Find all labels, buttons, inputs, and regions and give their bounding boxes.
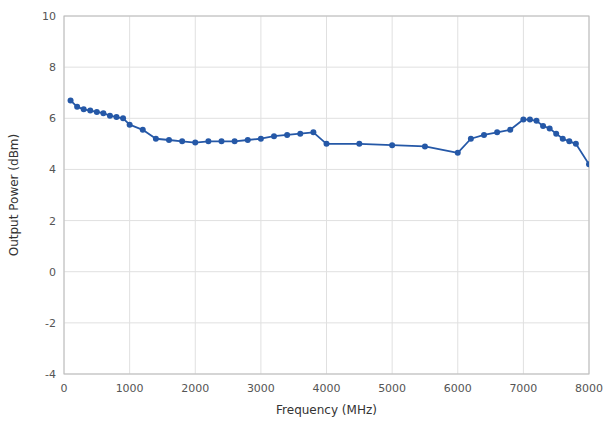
y-tick-label: 6 — [49, 112, 56, 125]
chart-container: 0 1000 2000 3000 4000 5000 6000 7000 8000 -4 -2 0 2 4… — [0, 0, 609, 426]
chart-svg: 0 1000 2000 3000 4000 5000 6000 7000 8000 -4 -2 0 2 4… — [0, 0, 609, 426]
x-grid-line — [260, 16, 261, 374]
series — [68, 97, 589, 167]
point — [297, 131, 303, 137]
point — [507, 127, 513, 133]
y-tick-label: 8 — [49, 61, 56, 74]
point — [179, 138, 185, 144]
point — [81, 106, 87, 112]
point — [74, 104, 80, 110]
point — [468, 136, 474, 142]
x-tick-label: 8000 — [575, 382, 603, 395]
point — [422, 143, 428, 149]
grid — [64, 16, 589, 374]
point — [258, 136, 264, 142]
y-tick-label: 4 — [49, 163, 56, 176]
point — [586, 161, 589, 167]
x-grid-line — [523, 16, 524, 374]
y-grid-line — [64, 271, 589, 272]
point — [232, 138, 238, 144]
x-tick-label: 2000 — [181, 382, 209, 395]
y-axis-label: Output Power (dBm) — [7, 134, 21, 257]
y-grid-line — [64, 220, 589, 221]
tick-labels: 0 1000 2000 3000 4000 5000 6000 7000 8000 -4 -2 0 2 4… — [42, 10, 603, 395]
point — [356, 141, 362, 147]
x-tick-label: 0 — [61, 382, 68, 395]
x-grid-line — [457, 16, 458, 374]
point — [520, 117, 526, 123]
y-grid-line — [64, 322, 589, 323]
y-grid-line — [64, 67, 589, 68]
point — [100, 110, 106, 116]
point — [540, 123, 546, 129]
y-grid-line — [64, 169, 589, 170]
x-grid-line — [195, 16, 196, 374]
point — [166, 137, 172, 143]
point — [566, 138, 572, 144]
point — [114, 114, 120, 120]
point — [553, 131, 559, 137]
point — [205, 138, 211, 144]
point — [219, 138, 225, 144]
point — [245, 137, 251, 143]
point — [389, 142, 395, 148]
y-tick-label: -2 — [45, 317, 56, 330]
point — [68, 97, 74, 103]
point — [271, 133, 277, 139]
y-grid-line — [64, 118, 589, 119]
y-tick-label: 10 — [42, 10, 56, 23]
point — [527, 117, 533, 123]
x-axis-label: Frequency (MHz) — [276, 403, 377, 417]
x-grid-line — [392, 16, 393, 374]
x-tick-label: 3000 — [247, 382, 275, 395]
x-grid-line — [326, 16, 327, 374]
point — [310, 129, 316, 135]
point — [87, 108, 93, 114]
y-tick-label: 2 — [49, 215, 56, 228]
point — [534, 118, 540, 124]
point — [560, 136, 566, 142]
point — [94, 109, 100, 115]
x-tick-label: 6000 — [444, 382, 472, 395]
point — [140, 127, 146, 133]
point — [547, 126, 553, 132]
point — [573, 141, 579, 147]
point — [153, 136, 159, 142]
line — [71, 100, 589, 164]
point — [192, 140, 198, 146]
plot-frame — [64, 16, 589, 374]
y-tick-label: 0 — [49, 266, 56, 279]
x-tick-label: 5000 — [378, 382, 406, 395]
x-tick-label: 1000 — [116, 382, 144, 395]
point — [284, 132, 290, 138]
point — [494, 129, 500, 135]
point — [120, 115, 126, 121]
plot-background — [64, 16, 589, 374]
point — [107, 113, 113, 119]
point — [324, 141, 330, 147]
y-tick-label: -4 — [45, 368, 56, 381]
point — [455, 150, 461, 156]
point — [481, 132, 487, 138]
point — [127, 122, 133, 128]
x-grid-line — [129, 16, 130, 374]
x-tick-label: 4000 — [313, 382, 341, 395]
x-tick-label: 7000 — [509, 382, 537, 395]
